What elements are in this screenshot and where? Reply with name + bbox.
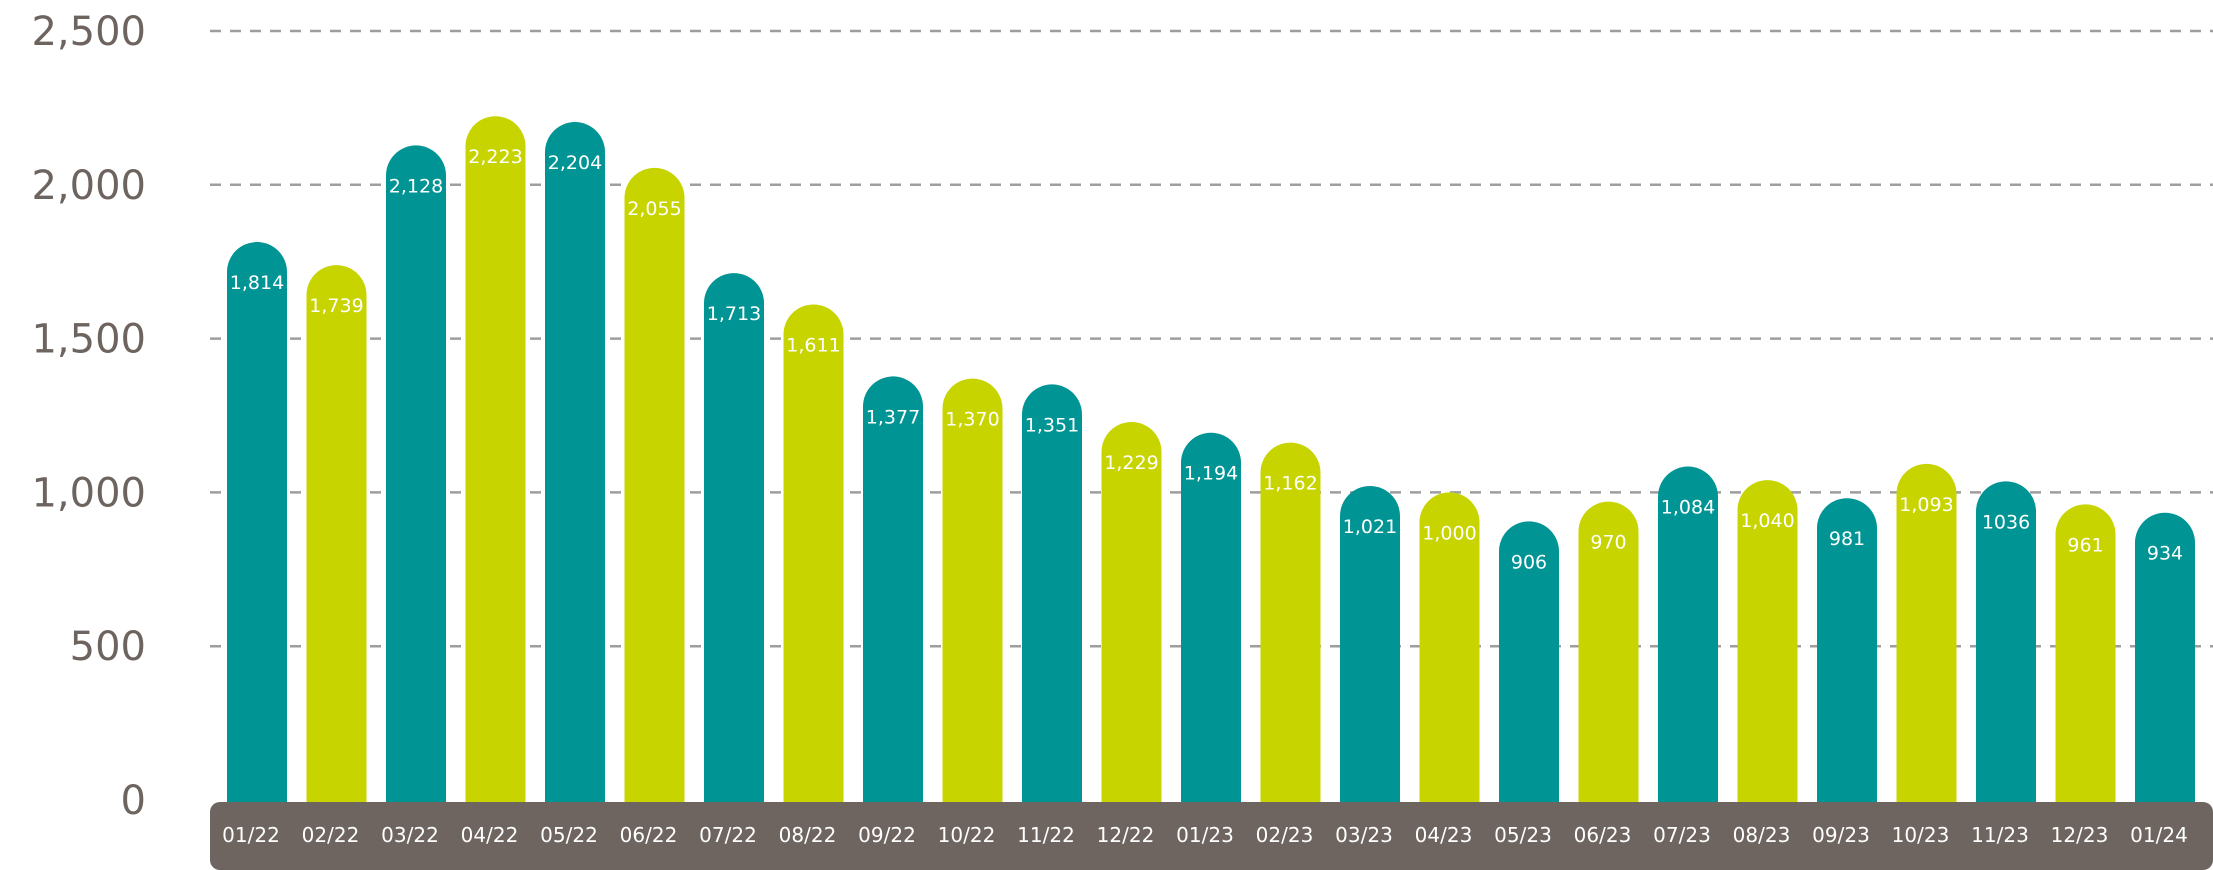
bar-08-23 [1737, 480, 1798, 806]
x-tick-label: 03/23 [1335, 823, 1393, 847]
y-tick-label: 500 [70, 624, 146, 670]
bar-05-22 [545, 122, 605, 806]
data-label: 1036 [1982, 511, 2030, 533]
data-label: 970 [1590, 532, 1626, 554]
bar-01-22 [227, 242, 287, 806]
bar-11-22 [1022, 384, 1082, 806]
bar-03-23 [1340, 485, 1400, 806]
x-tick-label: 12/23 [2051, 823, 2109, 847]
bar-01-23 [1181, 432, 1241, 806]
bar-02-22 [306, 265, 367, 806]
bar-12-23 [2055, 504, 2116, 806]
bar-09-23 [1817, 498, 1877, 806]
x-tick-label: 07/23 [1653, 823, 1711, 847]
y-tick-label: 2,500 [31, 9, 146, 55]
bar-09-22 [863, 376, 923, 806]
data-label: 961 [2067, 534, 2103, 556]
bar-12-22 [1101, 421, 1162, 806]
x-tick-label: 09/22 [858, 823, 916, 847]
x-tick-label: 02/23 [1256, 823, 1314, 847]
bar-07-23 [1658, 466, 1718, 806]
data-label: 1,084 [1661, 497, 1715, 519]
bar-10-23 [1896, 463, 1957, 806]
x-tick-label: 11/22 [1017, 823, 1075, 847]
x-tick-label: 03/22 [381, 823, 439, 847]
data-label: 2,223 [468, 146, 522, 168]
bar-01-24 [2135, 512, 2196, 806]
data-label: 1,021 [1343, 516, 1397, 538]
data-label: 1,377 [866, 406, 920, 428]
x-tick-label: 05/23 [1494, 823, 1552, 847]
y-tick-label: 2,000 [31, 163, 146, 209]
data-label: 906 [1511, 551, 1547, 573]
y-tick-label: 0 [121, 778, 146, 824]
data-label: 1,713 [707, 303, 761, 325]
x-axis-ticks: 01/22 02/22 03/22 04/22 05/22 06/22 07/22 08/22… [222, 823, 2188, 847]
data-label: 1,162 [1263, 473, 1317, 495]
x-tick-label: 08/22 [779, 823, 837, 847]
x-axis-band [210, 802, 2213, 870]
data-label: 1,739 [309, 295, 363, 317]
data-label: 1,229 [1104, 452, 1158, 474]
y-tick-label: 1,500 [31, 317, 146, 363]
bar-06-22 [624, 167, 685, 806]
data-label: 2,055 [627, 198, 681, 220]
x-tick-label: 09/23 [1812, 823, 1870, 847]
y-tick-label: 1,000 [31, 470, 146, 516]
data-label: 2,128 [389, 175, 443, 197]
data-label: 1,093 [1899, 494, 1953, 516]
x-tick-label: 11/23 [1971, 823, 2029, 847]
x-tick-label: 05/22 [540, 823, 598, 847]
x-tick-label: 06/23 [1574, 823, 1632, 847]
data-label: 1,000 [1422, 522, 1476, 544]
x-tick-label: 02/22 [302, 823, 360, 847]
y-axis-ticks: 0 500 1,000 1,500 2,000 2,500 [31, 9, 146, 824]
bar-02-23 [1260, 442, 1321, 806]
bar-03-22 [386, 145, 446, 806]
x-tick-label: 08/23 [1733, 823, 1791, 847]
data-label: 1,370 [945, 409, 999, 431]
x-tick-label: 01/22 [222, 823, 280, 847]
bar-11-23 [1976, 481, 2036, 806]
data-label: 1,351 [1025, 414, 1079, 436]
x-tick-label: 01/23 [1176, 823, 1234, 847]
data-label: 1,611 [786, 334, 840, 356]
x-tick-label: 04/22 [461, 823, 519, 847]
x-tick-label: 12/22 [1097, 823, 1155, 847]
x-tick-label: 10/22 [938, 823, 996, 847]
x-tick-label: 01/24 [2130, 823, 2188, 847]
bar-06-23 [1578, 501, 1639, 806]
data-label: 934 [2147, 543, 2183, 565]
bar-08-22 [783, 304, 844, 806]
data-label: 981 [1829, 528, 1865, 550]
x-tick-label: 04/23 [1415, 823, 1473, 847]
bars: 1,814 1,739 2,128 2,223 2,204 2,055 1,713 1,611… [227, 116, 2196, 807]
x-tick-label: 06/22 [620, 823, 678, 847]
data-label: 1,814 [230, 272, 284, 294]
data-label: 1,040 [1740, 510, 1794, 532]
bar-04-23 [1419, 492, 1480, 806]
bar-04-22 [465, 116, 526, 807]
bar-05-23 [1499, 521, 1559, 806]
x-tick-label: 10/23 [1892, 823, 1950, 847]
x-tick-label: 07/22 [699, 823, 757, 847]
data-label: 1,194 [1184, 463, 1238, 485]
bar-10-22 [942, 378, 1003, 806]
bar-07-22 [704, 273, 764, 806]
data-label: 2,204 [548, 152, 602, 174]
